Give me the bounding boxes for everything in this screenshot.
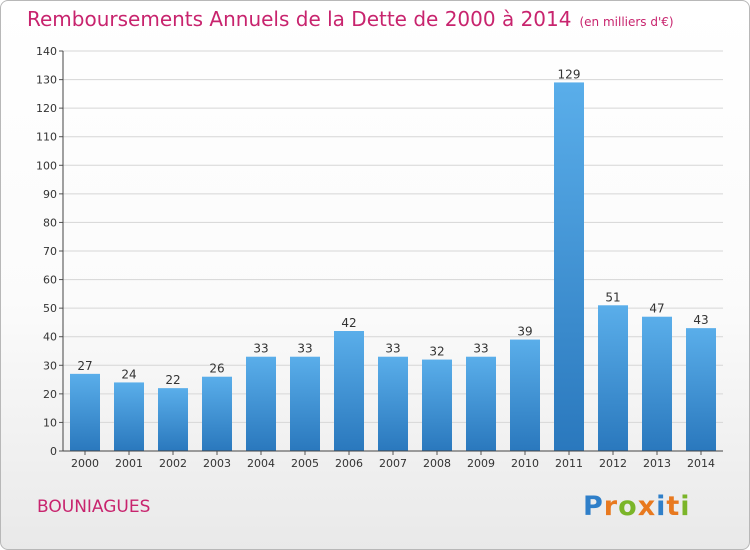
value-label: 33: [385, 342, 400, 356]
value-label: 27: [77, 359, 92, 373]
x-tick-label: 2004: [247, 457, 275, 470]
bar: [202, 376, 232, 451]
logo-letter: i: [656, 491, 667, 522]
value-label: 26: [209, 362, 224, 376]
bar: [686, 328, 716, 451]
axes: [62, 51, 723, 452]
logo-letter: t: [666, 491, 681, 522]
y-tick-label: 140: [36, 45, 57, 58]
x-tick-label: 2008: [423, 457, 451, 470]
y-tick-label: 110: [36, 131, 57, 144]
y-tick-label: 120: [36, 102, 57, 115]
bar: [642, 316, 672, 451]
y-tick-label: 40: [43, 331, 57, 344]
x-tick-label: 2013: [643, 457, 671, 470]
value-label: 51: [605, 290, 620, 304]
value-label: 47: [649, 302, 664, 316]
y-tick-label: 70: [43, 245, 57, 258]
bar: [334, 331, 364, 451]
y-tick-label: 50: [43, 302, 57, 315]
bar: [290, 356, 320, 451]
logo-letter: i: [680, 491, 691, 522]
bar: [466, 356, 496, 451]
y-axis-ticks: 0 10 20 30 40 50 60 70 80 90 100 110 120 130 140: [36, 45, 63, 458]
chart-unit: (en milliers d'€): [579, 15, 674, 29]
value-label: 129: [558, 67, 581, 81]
y-tick-label: 60: [43, 274, 57, 287]
x-tick-label: 2010: [511, 457, 539, 470]
bar: [158, 388, 188, 451]
x-tick-label: 2012: [599, 457, 627, 470]
bar: [114, 382, 144, 451]
x-tick-label: 2003: [203, 457, 231, 470]
commune-name: BOUNIAGUES: [37, 497, 151, 517]
value-label: 42: [341, 316, 356, 330]
value-label: 39: [517, 325, 532, 339]
x-tick-label: 2007: [379, 457, 407, 470]
value-label: 33: [253, 342, 268, 356]
y-tick-label: 130: [36, 74, 57, 87]
chart-title-text: Remboursements Annuels de la Dette de 20…: [27, 7, 572, 31]
proxiti-logo: Proxiti: [583, 491, 691, 522]
bar: [510, 339, 540, 451]
y-tick-label: 20: [43, 388, 57, 401]
x-tick-label: 2005: [291, 457, 319, 470]
x-tick-label: 2002: [159, 457, 187, 470]
x-tick-label: 2014: [687, 457, 715, 470]
bar: [598, 305, 628, 451]
value-label: 22: [165, 373, 180, 387]
y-tick-label: 30: [43, 359, 57, 372]
x-tick-label: 2009: [467, 457, 495, 470]
y-tick-label: 90: [43, 188, 57, 201]
value-label: 24: [121, 367, 136, 381]
y-tick-label: 0: [50, 445, 57, 458]
bar: [378, 356, 408, 451]
value-labels: 27 24 22 26 33 33 42 33 32 33 39 129 51 47 43: [77, 67, 708, 387]
x-tick-label: 2011: [555, 457, 583, 470]
bar: [554, 82, 584, 451]
value-label: 32: [429, 345, 444, 359]
bar: [70, 373, 100, 451]
x-tick-label: 2006: [335, 457, 363, 470]
value-label: 43: [693, 313, 708, 327]
logo-letter: P: [583, 491, 604, 522]
logo-letter: r: [603, 491, 619, 522]
x-tick-label: 2001: [115, 457, 143, 470]
bar: [422, 359, 452, 451]
y-tick-label: 100: [36, 159, 57, 172]
y-tick-label: 80: [43, 216, 57, 229]
value-label: 33: [473, 342, 488, 356]
x-tick-label: 2000: [71, 457, 99, 470]
bar: [246, 356, 276, 451]
x-axis-ticks: 2000 2001 2002 2003 2004 2005 2006 2007 2008 2009…: [71, 451, 715, 470]
chart-title: Remboursements Annuels de la Dette de 20…: [27, 7, 674, 31]
value-label: 33: [297, 342, 312, 356]
logo-letter: o: [618, 491, 638, 522]
bars: [70, 82, 716, 451]
y-tick-label: 10: [43, 416, 57, 429]
logo-letter: x: [637, 491, 657, 522]
